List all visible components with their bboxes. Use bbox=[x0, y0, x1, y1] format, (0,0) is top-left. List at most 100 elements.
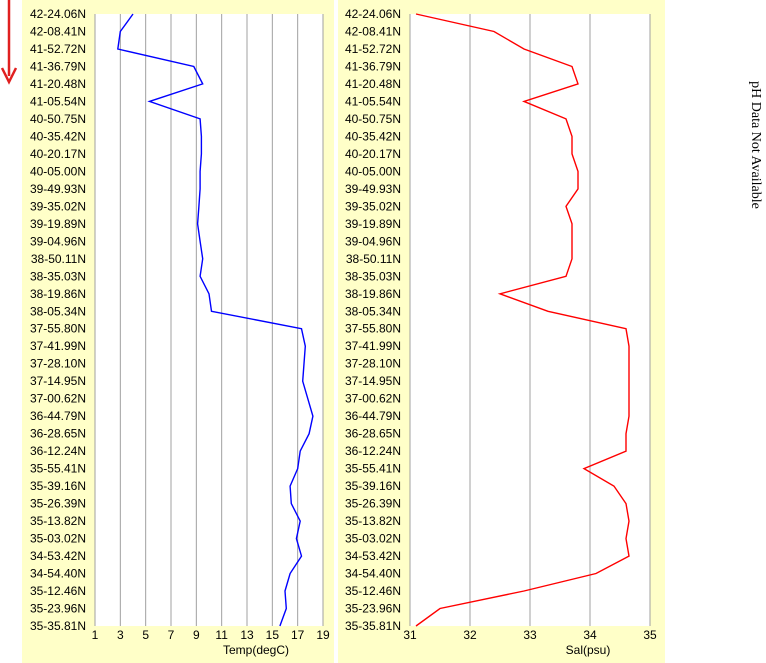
sal-y-tick-label: 35-55.41N bbox=[345, 462, 401, 476]
sal-y-tick-label: 37-41.99N bbox=[345, 339, 401, 353]
temp-y-tick-label: 35-23.96N bbox=[30, 602, 86, 616]
temp-y-tick-label: 39-04.96N bbox=[30, 234, 86, 248]
sal-y-tick-label: 40-35.42N bbox=[345, 129, 401, 143]
sal-x-tick-label: 35 bbox=[643, 628, 657, 642]
temp-y-tick-label: 37-55.80N bbox=[30, 322, 86, 336]
temp-y-tick-label: 39-35.02N bbox=[30, 199, 86, 213]
sal-gridlines bbox=[409, 14, 651, 626]
sal-y-tick-label: 35-26.39N bbox=[345, 497, 401, 511]
sal-y-tick-label: 35-35.81N bbox=[345, 619, 401, 633]
sal-y-tick-label: 38-05.34N bbox=[345, 304, 401, 318]
temp-y-tick-label: 38-35.03N bbox=[30, 269, 86, 283]
temp-y-tick-label: 35-12.46N bbox=[30, 584, 86, 598]
sal-y-tick-label: 37-28.10N bbox=[345, 357, 401, 371]
temp-y-tick-label: 38-05.34N bbox=[30, 304, 86, 318]
temp-y-tick-label: 42-24.06N bbox=[30, 7, 86, 21]
temp-y-tick-label: 37-41.99N bbox=[30, 339, 86, 353]
sal-y-tick-label: 34-53.42N bbox=[345, 549, 401, 563]
temp-y-tick-label: 36-28.65N bbox=[30, 427, 86, 441]
sal-y-tick-label: 37-14.95N bbox=[345, 374, 401, 388]
sal-y-tick-label: 38-19.86N bbox=[345, 287, 401, 301]
sal-y-tick-label: 40-50.75N bbox=[345, 112, 401, 126]
temp-y-tick-label: 37-00.62N bbox=[30, 392, 86, 406]
sal-x-tick-label: 33 bbox=[523, 628, 537, 642]
sal-y-tick-label: 34-54.40N bbox=[345, 567, 401, 581]
temp-y-tick-label: 41-05.54N bbox=[30, 94, 86, 108]
temp-x-tick-label: 11 bbox=[215, 628, 228, 642]
temp-y-tick-label: 37-28.10N bbox=[30, 357, 86, 371]
temp-x-tick-label: 5 bbox=[142, 628, 149, 642]
temp-plot-area bbox=[95, 14, 323, 626]
temp-x-tick-label: 17 bbox=[291, 628, 305, 642]
sal-y-tick-label: 42-08.41N bbox=[345, 24, 401, 38]
temp-x-tick-label: 19 bbox=[316, 628, 330, 642]
temp-y-tick-label: 35-55.41N bbox=[30, 462, 86, 476]
sal-y-tick-label: 39-35.02N bbox=[345, 199, 401, 213]
temp-y-tick-label: 38-19.86N bbox=[30, 287, 86, 301]
sal-y-tick-label: 40-20.17N bbox=[345, 147, 401, 161]
temp-y-tick-label: 40-05.00N bbox=[30, 164, 86, 178]
sal-y-tick-label: 36-12.24N bbox=[345, 444, 401, 458]
temp-x-tick-label: 3 bbox=[117, 628, 124, 642]
sal-y-tick-label: 38-35.03N bbox=[345, 269, 401, 283]
temp-y-tick-labels: 42-24.06N 42-08.41N 41-52.72N 41-36.79N 41-2… bbox=[30, 7, 86, 633]
sal-y-tick-label: 39-04.96N bbox=[345, 234, 401, 248]
sal-y-tick-label: 35-23.96N bbox=[345, 602, 401, 616]
sal-y-tick-label: 35-39.16N bbox=[345, 479, 401, 493]
temp-y-tick-label: 41-36.79N bbox=[30, 59, 86, 73]
sal-series-line bbox=[415, 13, 630, 627]
sal-y-tick-label: 41-20.48N bbox=[345, 77, 401, 91]
sal-x-tick-label: 31 bbox=[403, 628, 417, 642]
sal-y-tick-label: 42-24.06N bbox=[345, 7, 401, 21]
sal-x-tick-labels: 31 32 33 34 35 bbox=[403, 628, 657, 642]
temp-x-axis-title: Temp(degC) bbox=[223, 643, 289, 657]
temp-gridlines bbox=[94, 14, 324, 626]
temp-y-tick-label: 41-52.72N bbox=[30, 42, 86, 56]
sal-y-tick-label: 37-55.80N bbox=[345, 322, 401, 336]
temp-y-tick-label: 39-19.89N bbox=[30, 217, 86, 231]
sal-y-tick-label: 41-36.79N bbox=[345, 59, 401, 73]
temp-y-tick-label: 34-54.40N bbox=[30, 567, 86, 581]
temp-x-tick-label: 1 bbox=[92, 628, 99, 642]
temp-y-tick-label: 40-20.17N bbox=[30, 147, 86, 161]
sal-y-tick-label: 35-12.46N bbox=[345, 584, 401, 598]
temp-x-tick-label: 15 bbox=[266, 628, 280, 642]
sal-y-tick-label: 41-52.72N bbox=[345, 42, 401, 56]
temp-y-tick-label: 41-20.48N bbox=[30, 77, 86, 91]
temp-y-tick-label: 36-44.79N bbox=[30, 409, 86, 423]
temp-y-tick-label: 35-26.39N bbox=[30, 497, 86, 511]
ph-unavailable-note: pH Data Not Available bbox=[748, 81, 763, 209]
temp-y-tick-label: 35-39.16N bbox=[30, 479, 86, 493]
sal-y-tick-label: 41-05.54N bbox=[345, 94, 401, 108]
temp-y-tick-label: 42-08.41N bbox=[30, 24, 86, 38]
temp-y-tick-label: 35-35.81N bbox=[30, 619, 86, 633]
temp-y-tick-label: 40-35.42N bbox=[30, 129, 86, 143]
sal-x-axis-title: Sal(psu) bbox=[566, 643, 611, 657]
temp-y-tick-label: 40-50.75N bbox=[30, 112, 86, 126]
sal-x-tick-label: 34 bbox=[583, 628, 597, 642]
sal-y-tick-label: 39-49.93N bbox=[345, 182, 401, 196]
temp-y-tick-label: 36-12.24N bbox=[30, 444, 86, 458]
sal-y-tick-label: 35-03.02N bbox=[345, 532, 401, 546]
temp-y-tick-label: 34-53.42N bbox=[30, 549, 86, 563]
down-arrow-icon bbox=[0, 0, 18, 85]
temp-series-line bbox=[117, 13, 314, 627]
temp-x-tick-label: 7 bbox=[168, 628, 175, 642]
sal-y-tick-label: 35-13.82N bbox=[345, 514, 401, 528]
sal-y-tick-label: 39-19.89N bbox=[345, 217, 401, 231]
sal-y-tick-label: 38-50.11N bbox=[346, 252, 401, 266]
temp-y-tick-label: 39-49.93N bbox=[30, 182, 86, 196]
temp-y-tick-label: 38-50.11N bbox=[31, 252, 86, 266]
temp-y-tick-label: 37-14.95N bbox=[30, 374, 86, 388]
temp-x-tick-labels: 1 3 5 7 9 11 13 15 17 19 bbox=[92, 628, 330, 642]
sal-y-tick-label: 36-28.65N bbox=[345, 427, 401, 441]
sal-y-tick-label: 40-05.00N bbox=[345, 164, 401, 178]
sal-y-tick-label: 36-44.79N bbox=[345, 409, 401, 423]
temp-y-tick-label: 35-13.82N bbox=[30, 514, 86, 528]
sal-y-tick-labels: 42-24.06N 42-08.41N 41-52.72N 41-36.79N 41-2… bbox=[345, 7, 401, 633]
temp-x-tick-label: 9 bbox=[193, 628, 200, 642]
temp-y-tick-label: 35-03.02N bbox=[30, 532, 86, 546]
sal-y-tick-label: 37-00.62N bbox=[345, 392, 401, 406]
temp-x-tick-label: 13 bbox=[240, 628, 254, 642]
